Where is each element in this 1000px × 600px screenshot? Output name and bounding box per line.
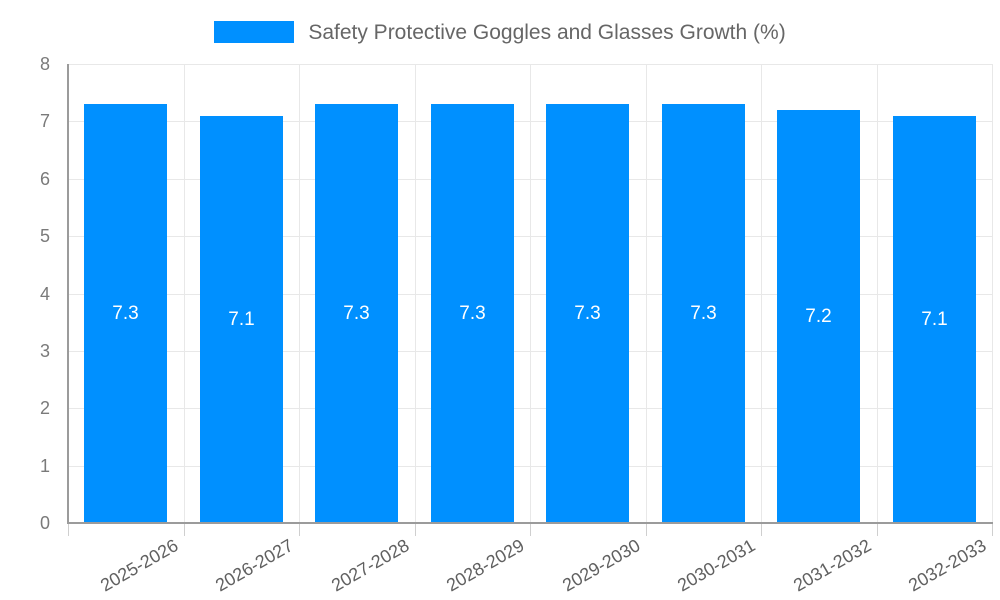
bar-value-label: 7.1 [228, 309, 255, 330]
x-axis-tick [877, 524, 878, 536]
bar-value-label: 7.3 [343, 303, 370, 324]
x-axis-tick [299, 524, 300, 536]
x-axis-tick-label: 2030-2031 [674, 535, 759, 596]
bar-value-label: 7.3 [112, 303, 139, 324]
x-axis-tick-label: 2025-2026 [96, 535, 182, 596]
y-axis-tick-label: 1 [39, 455, 50, 476]
bar[interactable]: 7.2 [777, 110, 860, 523]
legend-color-swatch[interactable] [214, 21, 295, 43]
y-axis-tick-label: 0 [39, 513, 50, 533]
chart-legend: Safety Protective Goggles and Glasses Gr… [0, 14, 1000, 50]
legend-item-label[interactable]: Safety Protective Goggles and Glasses Gr… [308, 20, 786, 44]
gridline-vertical [184, 64, 185, 523]
y-axis-tick-label: 6 [39, 168, 50, 189]
plot-area: 7.3 7.1 7.3 7.3 7.3 7.3 7.2 7.1 [68, 64, 993, 524]
bar[interactable]: 7.3 [546, 104, 629, 523]
bar[interactable]: 7.3 [84, 104, 167, 523]
gridline-vertical [530, 64, 531, 523]
bar-value-label: 7.3 [690, 303, 717, 324]
x-axis-tick-label: 2029-2030 [558, 535, 644, 596]
gridline-vertical [761, 64, 762, 523]
gridline-vertical [877, 64, 878, 523]
x-axis-line [68, 522, 993, 524]
bar-value-label: 7.3 [459, 303, 486, 324]
gridline-vertical [299, 64, 300, 523]
y-axis-tick-label: 3 [39, 340, 50, 361]
gridline-vertical [992, 64, 993, 523]
bar[interactable]: 7.3 [315, 104, 398, 523]
gridline-vertical [646, 64, 647, 523]
gridline-vertical [415, 64, 416, 523]
bar[interactable]: 7.1 [893, 116, 976, 523]
bar-value-label: 7.1 [921, 309, 948, 330]
y-axis-line [67, 64, 69, 524]
bar[interactable]: 7.1 [200, 116, 283, 523]
bar[interactable]: 7.3 [431, 104, 514, 523]
y-axis-tick-label: 2 [39, 398, 50, 419]
x-axis-tick [761, 524, 762, 536]
x-axis-tick-label: 2027-2028 [327, 535, 413, 596]
x-axis-tick-label: 2026-2027 [212, 535, 297, 596]
y-axis-tick-labels: 0 1 2 3 4 5 6 7 8 [0, 0, 50, 600]
y-axis-tick-label: 5 [39, 226, 50, 247]
y-axis-tick-label: 8 [39, 54, 50, 74]
bar-value-label: 7.3 [574, 303, 601, 324]
x-axis-tick [530, 524, 531, 536]
x-axis-tick [646, 524, 647, 536]
bar-value-label: 7.2 [805, 306, 832, 327]
y-axis-tick-label: 7 [39, 111, 50, 132]
x-axis-tick [415, 524, 416, 536]
x-axis-tick-label: 2028-2029 [443, 535, 528, 596]
x-axis-tick [184, 524, 185, 536]
bar[interactable]: 7.3 [662, 104, 745, 523]
y-axis-tick-label: 4 [39, 283, 50, 304]
x-axis-tick [992, 524, 993, 536]
x-axis-tick [68, 524, 69, 536]
x-axis-tick-label: 2031-2032 [789, 535, 875, 596]
x-axis-tick-label: 2032-2033 [905, 535, 990, 596]
